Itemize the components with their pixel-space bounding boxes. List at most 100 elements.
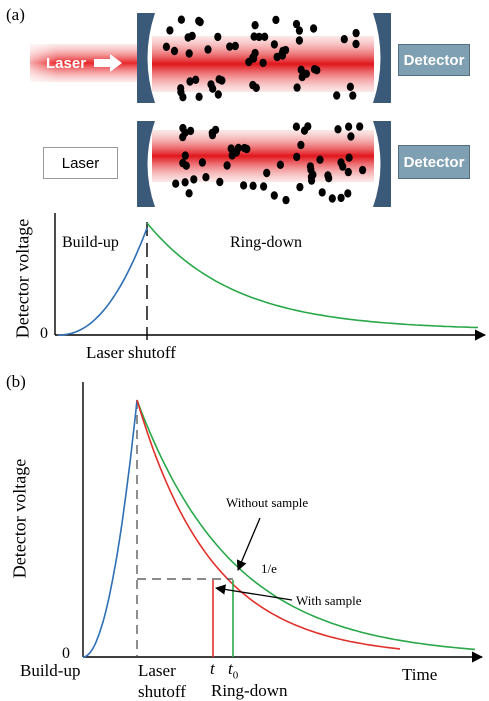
particle [345,153,353,162]
plot-b [82,382,484,663]
particle [308,176,316,185]
particle [198,158,206,167]
with-sample-label: With sample [296,593,362,608]
right-mirror-2 [373,121,391,207]
laser-off-box: Laser [43,147,118,179]
particle [296,182,304,192]
particle [306,162,314,171]
cavity-beam-decaying [152,130,374,182]
without-sample-pointer [236,517,261,571]
particle [302,69,310,79]
detector-label: Detector [403,51,465,69]
tick-t0-label: t0 [228,660,238,681]
particle [356,122,364,131]
particle [181,151,189,160]
particle [240,181,248,190]
particle-cloud [162,15,360,102]
particle [192,75,200,85]
particle [172,179,180,188]
particle [249,181,257,190]
particle [349,91,357,100]
plot-a-shutoff-label: Laser shutoff [86,343,176,362]
laser-arrow-icon [94,54,122,72]
particle [340,35,348,44]
particle [186,77,194,86]
particle [259,58,267,68]
particle [216,177,224,187]
particle [293,152,301,162]
particle [334,125,342,134]
particle [204,45,212,54]
particle [255,32,263,42]
plot-b-ylabel: Detector voltage [9,458,30,579]
particle [347,132,355,141]
particle [214,90,222,99]
left-mirror-2 [137,121,155,207]
particle [162,42,170,51]
particle [346,82,354,92]
particle [208,130,217,140]
particle [293,83,301,92]
particle [272,15,280,25]
particle [318,188,326,197]
particle [263,168,271,178]
particle [251,48,259,58]
particle [185,49,193,58]
plot-a-zero: 0 [40,325,48,342]
detector-box-top: Detector [398,44,470,76]
particle [223,161,231,170]
left-mirror [137,13,155,103]
tick-t0-main: t [228,659,233,678]
particle [226,42,234,51]
panel-b-label: (b) [6,372,26,391]
particle [297,65,305,75]
plot-a-ringdown-curve [146,222,479,329]
plot-b-ringdown-without-sample [136,399,476,651]
plot-a-buildup-curve [58,227,148,336]
particle [270,191,278,200]
right-mirror [373,13,391,103]
particle [344,189,352,198]
particle [182,161,190,170]
plot-b-ringdown-label: Ring-down [211,681,288,700]
particle [295,36,303,45]
particle [304,122,312,131]
laser-on-label: Laser [46,55,87,72]
particle [195,16,203,26]
particle [195,92,203,102]
particle [297,140,305,150]
particle [337,158,345,167]
top-setup [30,13,391,103]
particle [295,26,303,35]
without-sample-label: Without sample [226,495,309,510]
particle [337,193,345,203]
particle [359,165,367,175]
panel-a-label: (a) [6,5,25,24]
particle [292,19,301,29]
particle [202,173,210,182]
particle [234,143,242,153]
tick-t0-sub: 0 [232,669,239,682]
particle [252,83,260,93]
particle [345,122,353,131]
particle [260,182,268,191]
particle [179,93,187,102]
particle [181,178,189,187]
detector-label-2: Detector [403,153,465,171]
plot-a-ringdown-label: Ring-down [230,234,302,251]
particle [328,194,336,203]
particle [333,91,341,100]
particle [352,28,360,38]
particle [251,21,259,30]
particle [282,195,290,205]
particle [261,32,269,41]
threshold-label: 1/e [261,561,277,576]
particle [177,15,185,24]
plot-a-buildup-label: Build-up [62,234,119,251]
plot-b-xlabel: Time [402,665,438,684]
plot-b-buildup-label: Build-up [20,661,81,680]
particle [185,189,193,198]
plot-a-ylabel: Detector voltage [12,218,33,339]
with-sample-pointer [214,584,293,601]
particle [324,171,332,180]
